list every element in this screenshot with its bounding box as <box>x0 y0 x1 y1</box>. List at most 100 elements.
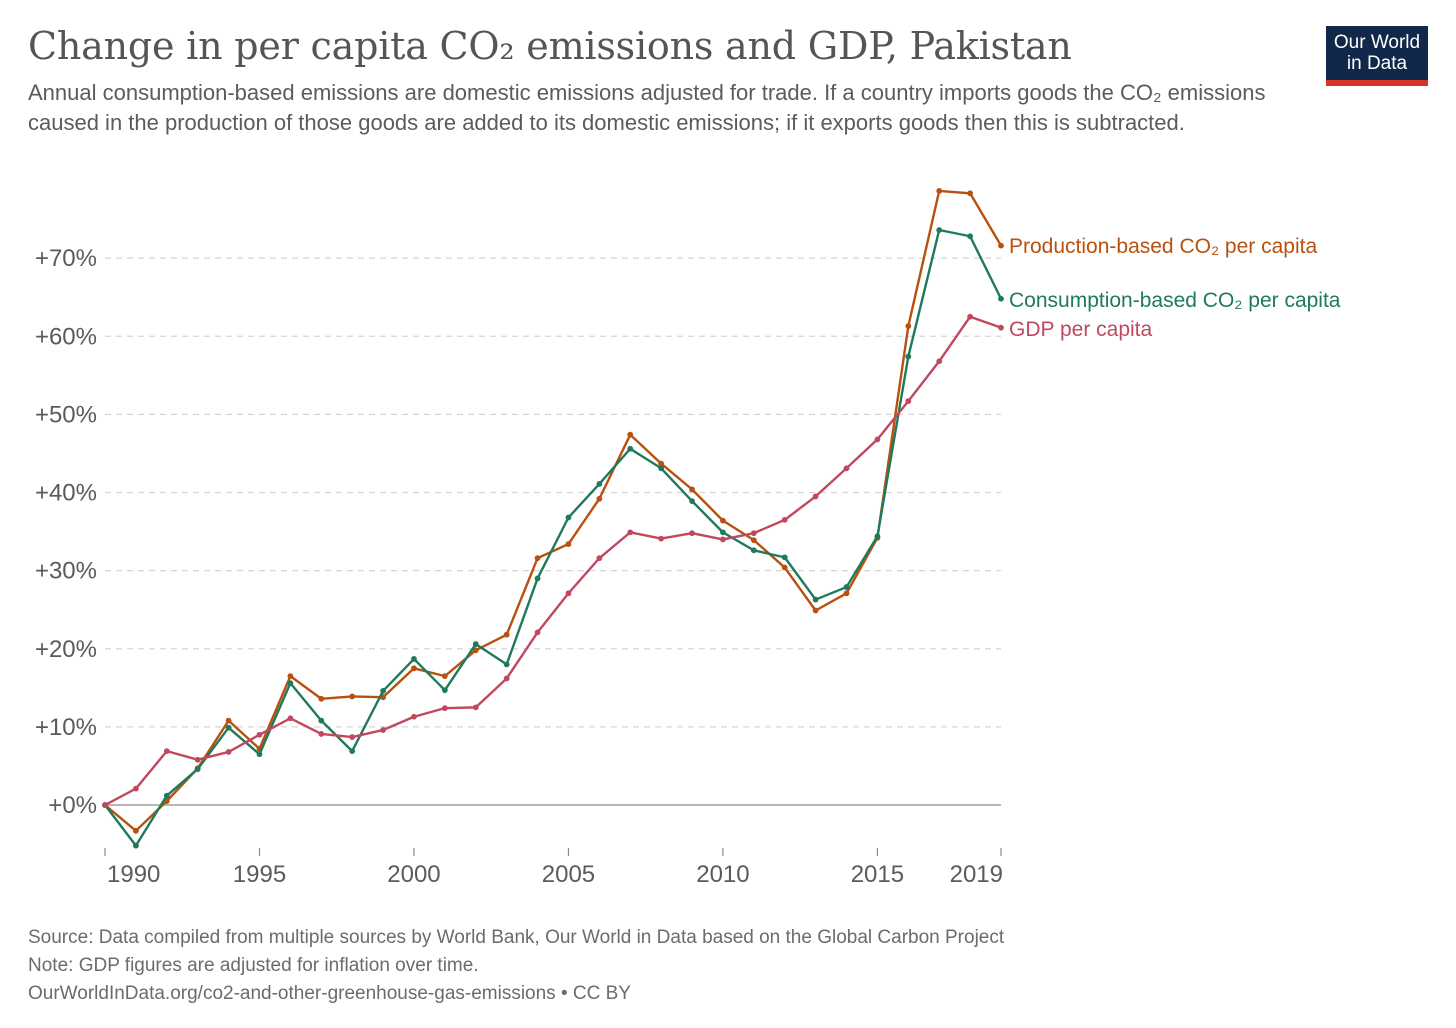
data-point <box>411 713 417 720</box>
data-point <box>998 295 1004 302</box>
data-point <box>905 323 912 330</box>
y-tick-label: +30% <box>35 558 97 585</box>
data-point <box>905 398 912 405</box>
data-point <box>102 802 108 808</box>
data-point <box>163 792 170 799</box>
data-point <box>411 665 417 672</box>
owid-logo[interactable]: Our World in Data <box>1326 26 1428 86</box>
data-point <box>596 481 603 487</box>
data-point <box>349 693 356 700</box>
chart-title: Change in per capita CO₂ emissions and G… <box>28 24 1072 68</box>
data-point <box>936 358 943 365</box>
data-point <box>689 498 695 505</box>
data-point <box>905 353 912 360</box>
data-point <box>349 748 356 755</box>
data-point <box>967 233 974 240</box>
data-point <box>441 687 448 694</box>
data-point <box>781 516 788 523</box>
data-point <box>720 517 726 524</box>
y-tick-label: +60% <box>35 323 97 350</box>
data-point <box>441 705 448 712</box>
data-point <box>967 190 974 197</box>
data-point <box>843 465 850 472</box>
data-point <box>750 547 757 554</box>
logo-line-1: Our World <box>1333 32 1421 53</box>
data-point <box>998 324 1004 331</box>
series-label: Production-based CO₂ per capita <box>1009 235 1317 258</box>
data-point <box>874 533 881 540</box>
data-point <box>256 751 263 758</box>
data-point <box>843 590 850 597</box>
data-point <box>658 465 665 472</box>
data-point <box>411 656 417 662</box>
data-point <box>534 629 541 636</box>
data-point <box>380 688 386 694</box>
x-tick-label: 2000 <box>387 861 440 888</box>
data-point <box>318 717 325 724</box>
data-point <box>287 680 294 687</box>
x-tick-label: 2005 <box>542 861 595 888</box>
data-point <box>750 537 757 544</box>
data-point <box>565 590 572 597</box>
data-point <box>163 748 170 755</box>
data-point <box>596 495 603 502</box>
series-line <box>104 189 1003 833</box>
data-point <box>936 227 943 233</box>
data-point <box>627 445 634 452</box>
grid-lines <box>105 257 1001 728</box>
x-tick-label: 2019 <box>950 861 1003 888</box>
data-point <box>441 673 448 680</box>
data-point <box>194 766 201 772</box>
data-point <box>812 607 819 614</box>
data-point <box>596 555 603 562</box>
data-point <box>689 486 695 493</box>
footer-url[interactable]: OurWorldInData.org/co2-and-other-greenho… <box>28 983 631 1004</box>
data-point <box>256 731 263 738</box>
data-point <box>689 530 695 537</box>
data-point <box>287 673 294 680</box>
footer-note: Note: GDP figures are adjusted for infla… <box>28 955 479 976</box>
data-point <box>936 188 943 194</box>
data-point <box>658 460 665 467</box>
data-point <box>132 842 139 849</box>
data-point <box>627 431 634 438</box>
data-point <box>225 749 232 755</box>
data-point <box>565 514 572 521</box>
data-point <box>534 575 541 582</box>
y-tick-label: +40% <box>35 480 97 507</box>
data-point <box>318 731 325 737</box>
data-point <box>565 541 572 547</box>
series-line <box>104 228 1003 847</box>
data-point <box>812 493 819 500</box>
data-point <box>349 734 356 740</box>
chart-footer: Source: Data compiled from multiple sour… <box>28 924 1004 1008</box>
data-point <box>812 596 819 603</box>
y-tick-label: +10% <box>35 714 97 741</box>
data-point <box>132 827 139 834</box>
data-point <box>750 530 757 537</box>
x-tick-label: 1995 <box>233 861 286 888</box>
data-point <box>225 717 232 724</box>
data-point <box>998 242 1004 249</box>
data-point <box>225 724 232 731</box>
data-point <box>967 313 974 320</box>
data-point <box>503 631 510 638</box>
data-point <box>843 584 850 590</box>
series-label: Consumption-based CO₂ per capita <box>1009 289 1341 312</box>
data-point <box>380 727 386 733</box>
data-point <box>132 785 139 792</box>
axes: +0% +10% +20% +30% +40% +50% +60% +70% 1990 1995 2… <box>35 245 1003 888</box>
series-line <box>104 315 1002 807</box>
x-tick-label: 2010 <box>696 861 749 888</box>
data-point <box>720 536 726 543</box>
data-point <box>534 555 541 562</box>
series-lines <box>102 188 1004 849</box>
footer-source: Source: Data compiled from multiple sour… <box>28 927 1005 948</box>
series-label: GDP per capita <box>1009 318 1153 341</box>
data-point <box>503 661 510 668</box>
y-tick-label: +20% <box>35 636 97 663</box>
data-point <box>781 554 788 561</box>
data-point <box>472 704 479 711</box>
line-chart: +0% +10% +20% +30% +40% +50% +60% +70% 1990 1995 2… <box>35 188 1341 888</box>
data-point <box>658 535 665 542</box>
